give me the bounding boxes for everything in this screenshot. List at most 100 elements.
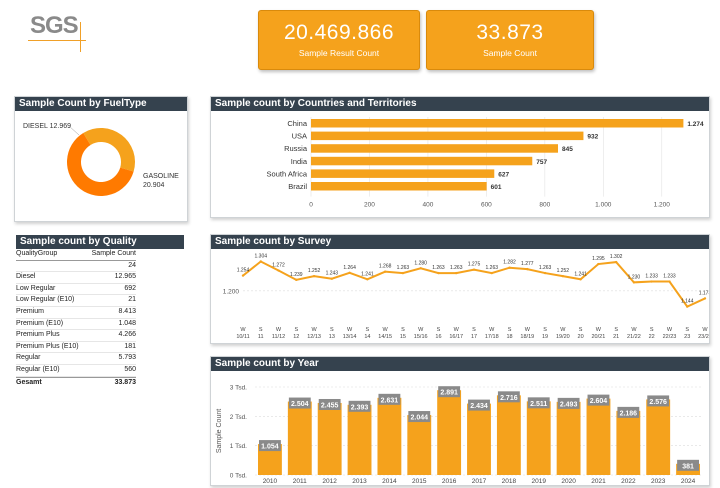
bar-value-label: 2.434 (470, 403, 488, 410)
bar (437, 390, 462, 475)
point-value-label: 1.263 (539, 265, 552, 271)
point-value-label: 1.282 (503, 260, 516, 266)
sample-count-cell: 1.048 (118, 319, 136, 327)
x-tick-label-prefix: W (454, 327, 460, 333)
sample-count-cell: 21 (128, 296, 136, 304)
sample-count-cell: 24 (128, 261, 136, 269)
x-tick-label-prefix: W (276, 327, 282, 333)
x-tick-label: 400 (422, 202, 433, 209)
category-label: India (291, 157, 308, 166)
category-label: USA (292, 132, 307, 141)
bar-value-label: 381 (682, 463, 694, 470)
bar-label-box (288, 397, 311, 409)
x-tick-label-suffix: 13 (329, 334, 335, 340)
data-point (597, 262, 600, 266)
bar-label-box (527, 397, 550, 409)
x-tick-label-prefix: W (240, 327, 246, 333)
bar-value-label: 601 (491, 184, 502, 191)
x-tick-label-suffix: 21 (613, 334, 619, 340)
sample-count-cell: 5.793 (118, 354, 136, 362)
point-value-label: 1.263 (397, 265, 410, 271)
x-tick-label-prefix: W (631, 327, 637, 333)
x-tick-label-suffix: 20/21 (592, 334, 606, 340)
x-tick-label-suffix: 20 (578, 334, 584, 340)
x-tick-label-prefix: W (667, 327, 673, 333)
y-tick-label: 1 Tsd. (230, 443, 247, 450)
data-point (277, 269, 280, 272)
quality-group-cell: Diesel (16, 273, 36, 281)
x-tick-label-prefix: S (614, 327, 618, 333)
y-tick-label: 0 Tsd. (230, 473, 247, 480)
x-tick-label-prefix: S (401, 327, 405, 333)
x-tick-label: 800 (539, 202, 550, 209)
bar-value-label: 757 (536, 159, 547, 166)
bar-label-box (378, 393, 401, 405)
bar-label-box (318, 398, 341, 410)
point-value-label: 1.233 (645, 274, 658, 280)
x-tick-label-suffix: 16 (435, 334, 441, 340)
bar (496, 395, 521, 475)
point-value-label: 1.277 (521, 261, 534, 267)
bar (287, 401, 312, 475)
kpi-label: Sample Count (483, 48, 537, 58)
bar-value-label: 2.716 (500, 395, 518, 402)
x-tick-label: 2020 (561, 478, 576, 483)
data-point (703, 297, 707, 300)
x-tick-label: 2016 (442, 478, 457, 483)
bar-value-label: 2.511 (530, 401, 547, 408)
data-point (366, 278, 369, 281)
gasoline-value: 20.904 (143, 182, 165, 189)
data-point (348, 271, 351, 274)
category-label: Russia (284, 144, 308, 153)
bar-value-label: 2.631 (381, 397, 399, 404)
table-row: Premium (E10) 1.048 (16, 319, 136, 331)
x-tick-label-suffix: 23 (684, 334, 690, 340)
y-tick-label: 2 Tsd. (230, 414, 247, 421)
point-value-label: 1.254 (237, 268, 250, 274)
point-value-label: 1.268 (379, 264, 392, 270)
quality-group-cell: Premium Plus (16, 331, 60, 339)
x-tick-label-suffix: 10/11 (236, 334, 249, 340)
kpi-sample-result-count: 20.469.866 Sample Result Count (258, 10, 420, 70)
bar-value-label: 627 (498, 171, 509, 178)
x-tick-label: 2010 (263, 478, 278, 483)
panel-title: Sample Count by FuelType (15, 97, 187, 111)
quality-group-cell: Regular (16, 354, 41, 362)
bar-value-label: 2.504 (291, 401, 309, 408)
data-point (543, 271, 547, 275)
x-tick-label-suffix: 14 (364, 334, 370, 340)
kpi-value: 33.873 (476, 21, 544, 44)
bar-value-label: 932 (587, 134, 598, 141)
x-tick-label-suffix: 19/20 (556, 334, 570, 340)
table-row: Premium Plus 4.266 (16, 330, 136, 342)
table-row: Low Regular (E10) 21 (16, 295, 136, 307)
bar-label-box (617, 406, 640, 418)
x-tick-label-suffix: 15 (400, 334, 406, 340)
bar (586, 398, 611, 475)
x-tick-label-suffix: 13/14 (343, 334, 357, 340)
data-point (312, 274, 316, 278)
bar-label-box (259, 440, 281, 452)
point-value-label: 1.295 (592, 256, 605, 262)
x-tick-label: 2014 (382, 478, 397, 483)
data-point (295, 278, 298, 282)
data-point (508, 266, 511, 269)
x-tick-label: 200 (364, 202, 375, 209)
total-value: 33.873 (114, 378, 136, 386)
data-point (668, 280, 671, 283)
x-tick-label-prefix: S (543, 327, 547, 333)
table-row: Premium 8.413 (16, 307, 136, 319)
kpi-label: Sample Result Count (298, 48, 380, 58)
point-value-label: 1.144 (681, 299, 694, 305)
data-point (241, 274, 245, 277)
x-tick-label-suffix: 15/16 (414, 334, 428, 340)
x-tick-label: 1.000 (595, 202, 612, 209)
point-value-label: 1.263 (432, 265, 445, 271)
logo-text: SGS (30, 12, 79, 39)
data-point (330, 277, 334, 280)
x-tick-label-prefix: S (472, 327, 476, 333)
fueltype-donut-chart: DIESEL 12.969 GASOLINE 20.904 (23, 123, 179, 196)
bar-value-label: 2.393 (351, 404, 369, 411)
point-value-label: 1.263 (450, 265, 463, 271)
x-tick-label: 2022 (621, 478, 636, 483)
